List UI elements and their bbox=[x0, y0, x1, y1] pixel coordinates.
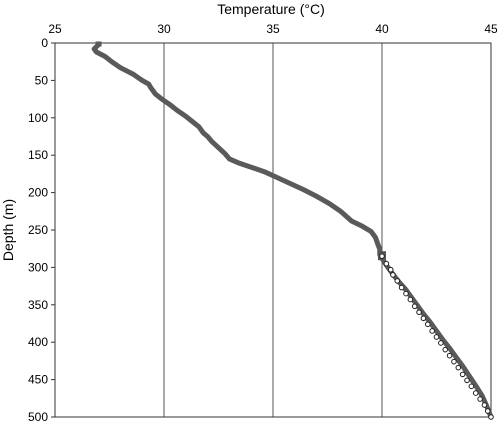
x-tick-labels: 25 30 35 40 45 bbox=[48, 22, 498, 36]
model-point bbox=[424, 321, 431, 328]
y-tick-label: 150 bbox=[28, 148, 48, 162]
model-point bbox=[379, 253, 385, 259]
x-tick-label: 25 bbox=[48, 22, 62, 36]
grid bbox=[163, 43, 383, 417]
model-point bbox=[488, 414, 494, 420]
y-tick-label: 350 bbox=[28, 298, 48, 312]
y-tick-label: 400 bbox=[28, 335, 48, 349]
model-point bbox=[390, 272, 396, 278]
y-tick-label: 100 bbox=[28, 111, 48, 125]
model-point bbox=[446, 352, 453, 359]
model-point bbox=[420, 315, 427, 322]
x-axis-title: Temperature (°C) bbox=[217, 1, 325, 17]
model-point bbox=[433, 334, 440, 340]
model-point bbox=[438, 340, 444, 346]
temperature-profile-line bbox=[91, 42, 494, 420]
y-axis-title: Depth (m) bbox=[0, 199, 16, 261]
model-point bbox=[387, 266, 394, 273]
model-point bbox=[398, 284, 405, 291]
model-point bbox=[403, 290, 409, 297]
y-tick-label: 50 bbox=[35, 73, 49, 87]
y-tick-label: 500 bbox=[28, 410, 48, 422]
model-point bbox=[411, 303, 418, 310]
x-tick-label: 40 bbox=[375, 22, 389, 36]
x-tick-label: 35 bbox=[266, 22, 280, 36]
y-tick-label: 200 bbox=[28, 186, 48, 200]
model-point bbox=[472, 390, 479, 396]
model-point bbox=[477, 396, 483, 402]
series bbox=[91, 41, 494, 420]
model-point bbox=[464, 377, 470, 384]
profile-start-point bbox=[95, 41, 102, 47]
model-point bbox=[481, 402, 488, 408]
y-tick-label: 450 bbox=[28, 373, 48, 387]
y-tick-label: 250 bbox=[28, 223, 48, 237]
model-point bbox=[484, 408, 491, 414]
x-tick-label: 30 bbox=[157, 22, 171, 36]
y-tick-label: 300 bbox=[28, 260, 48, 274]
model-point bbox=[459, 371, 466, 378]
model-point bbox=[442, 346, 449, 353]
model-point bbox=[429, 328, 435, 334]
model-point bbox=[394, 278, 401, 284]
model-point bbox=[416, 309, 422, 316]
model-point bbox=[407, 296, 414, 303]
y-tick-label: 0 bbox=[41, 36, 48, 50]
x-tick-label: 45 bbox=[484, 22, 498, 36]
model-point bbox=[455, 364, 462, 371]
model-point bbox=[451, 358, 457, 365]
model-point bbox=[468, 383, 475, 390]
model-point bbox=[383, 260, 390, 267]
y-tick-labels: 0 50 100 150 200 250 300 350 400 450 500 bbox=[28, 36, 55, 422]
